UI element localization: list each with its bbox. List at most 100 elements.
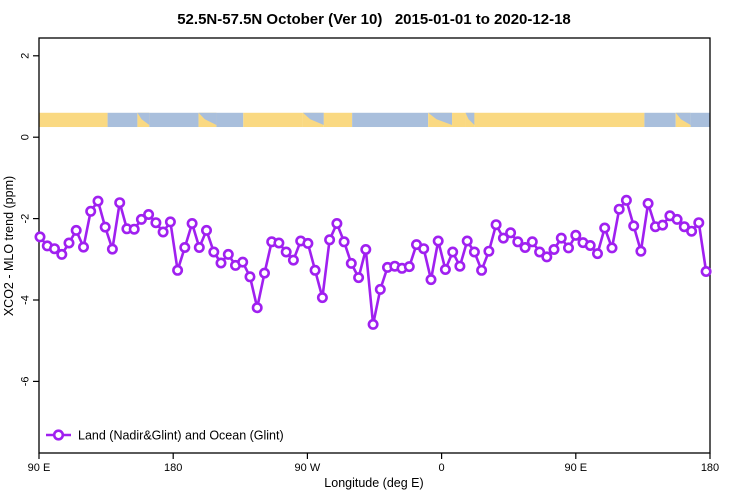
strip-land-segment: [452, 112, 466, 128]
series-marker: [143, 209, 155, 221]
series-marker: [244, 271, 256, 283]
series-marker: [78, 241, 90, 253]
series-marker: [186, 218, 198, 230]
series-marker: [439, 263, 451, 275]
y-tick-label: -2: [20, 214, 32, 224]
series-marker: [432, 235, 444, 247]
chart-title: 52.5N-57.5N October (Ver 10) 2015-01-01 …: [177, 11, 571, 28]
series-marker: [85, 205, 97, 217]
legend: Land (Nadir&Glint) and Ocean (Glint): [46, 429, 284, 443]
series-marker: [367, 318, 379, 330]
series-marker: [258, 267, 270, 279]
x-tick-label: 0: [439, 462, 445, 474]
series-marker: [606, 242, 618, 254]
strip-coast-segment: [675, 112, 691, 126]
strip-land-segment: [39, 112, 108, 128]
strip-ocean-segment: [352, 112, 429, 128]
series-marker: [128, 223, 140, 235]
plot-box: [38, 37, 711, 454]
series-marker: [548, 244, 560, 256]
series-marker: [505, 227, 517, 239]
series-marker: [671, 213, 683, 225]
series-marker: [99, 221, 111, 233]
series-marker: [534, 246, 546, 258]
series-marker: [309, 264, 321, 276]
strip-ocean-segment: [690, 112, 710, 128]
series-marker: [454, 260, 466, 272]
series-marker: [56, 248, 68, 260]
series-marker: [237, 256, 249, 268]
series-marker: [468, 246, 480, 258]
series-marker: [353, 272, 365, 284]
strip-coast-segment: [137, 112, 150, 126]
series-marker: [591, 248, 603, 260]
series-marker: [657, 219, 669, 231]
series-marker: [628, 220, 640, 232]
strip-coast-segment: [428, 112, 453, 126]
series-marker: [157, 226, 169, 238]
x-tick-label: 90 W: [295, 462, 321, 474]
series-marker: [201, 224, 213, 236]
y-tick-label: 2: [20, 53, 32, 59]
series-marker: [324, 234, 336, 246]
series-marker: [135, 213, 147, 225]
x-axis-ticks: 90 E 180 90 W 0 90 E 180: [28, 453, 719, 474]
series-marker: [476, 264, 488, 276]
strip-coast-segment: [465, 112, 475, 126]
series-marker: [273, 237, 285, 249]
series-marker: [599, 222, 611, 234]
series-marker: [34, 231, 46, 243]
x-axis-label: Longitude (deg E): [324, 476, 423, 490]
series-marker: [418, 243, 430, 255]
series-marker: [613, 203, 625, 215]
series-marker: [526, 236, 538, 248]
series-marker: [215, 257, 227, 269]
series-marker: [360, 244, 372, 256]
strip-ocean-segment: [644, 112, 676, 128]
series-marker: [172, 264, 184, 276]
series-marker: [193, 242, 205, 254]
strip-ocean-segment: [216, 112, 244, 128]
series-marker: [331, 218, 343, 230]
series-marker: [403, 261, 415, 273]
series-marker: [280, 246, 292, 258]
series-marker: [164, 216, 176, 228]
series-marker: [208, 246, 220, 258]
series-marker: [541, 251, 553, 263]
series-marker: [114, 197, 126, 209]
series-marker: [222, 248, 234, 260]
series-marker: [302, 237, 314, 249]
y-tick-label: 0: [20, 134, 32, 140]
series-marker: [555, 232, 567, 244]
data-series: [34, 194, 712, 330]
series-marker: [425, 274, 437, 286]
series-marker: [620, 194, 632, 206]
series-marker: [106, 243, 118, 255]
y-tick-label: -6: [20, 377, 32, 387]
series-marker: [490, 219, 502, 231]
series-marker: [374, 283, 386, 295]
strip-land-segment: [243, 112, 303, 128]
series-marker: [512, 236, 524, 248]
legend-label: Land (Nadir&Glint) and Ocean (Glint): [78, 429, 284, 443]
y-tick-label: -4: [20, 295, 32, 305]
strip-coast-segment: [198, 112, 217, 126]
series-marker: [584, 240, 596, 252]
land-ocean-strip: [39, 112, 710, 128]
series-marker: [63, 237, 75, 249]
series-marker: [338, 236, 350, 248]
series-marker: [179, 242, 191, 254]
series-marker: [92, 195, 104, 207]
series-marker: [150, 217, 162, 229]
series-marker: [570, 229, 582, 241]
y-axis-ticks: 2 0 -2 -4 -6: [20, 53, 39, 387]
x-tick-label: 180: [164, 462, 182, 474]
strip-land-segment: [323, 112, 353, 128]
series-marker: [461, 235, 473, 247]
strip-coast-segment: [302, 112, 324, 126]
series-marker: [642, 198, 654, 210]
strip-land-segment: [474, 112, 645, 128]
series-marker: [562, 242, 574, 254]
series-marker: [700, 265, 712, 277]
